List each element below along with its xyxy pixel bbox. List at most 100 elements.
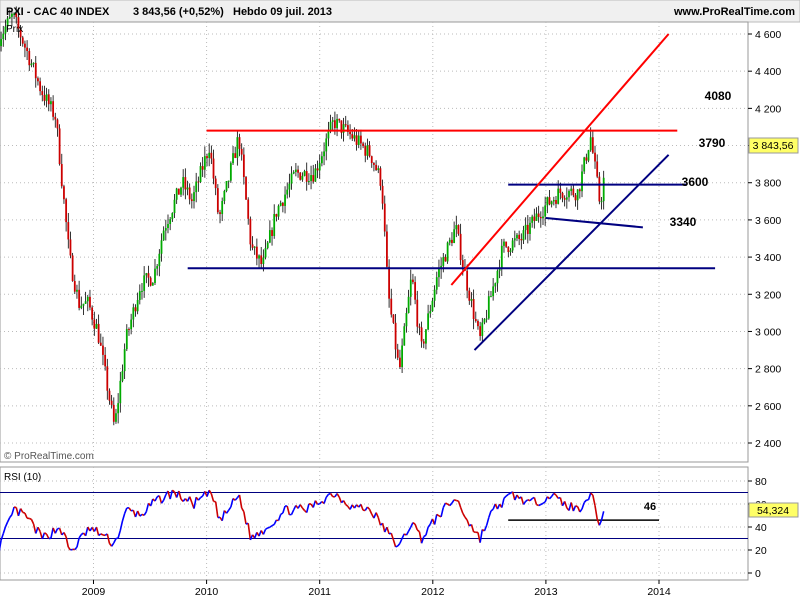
price-candle-body: [143, 275, 146, 291]
rsi-segment: [63, 532, 67, 538]
rsi-segment: [110, 542, 115, 547]
rsi-segment: [32, 523, 37, 534]
price-candle-body: [383, 203, 386, 232]
price-candle-body: [418, 326, 421, 328]
rsi-segment: [600, 511, 605, 521]
price-candle-body: [425, 329, 427, 344]
price-candle-body: [232, 153, 234, 164]
price-candle-body: [516, 234, 518, 239]
price-panel: 4080 3790 3600 3340 2 400 2 600 2 800 3 000 3 2…: [0, 6, 799, 463]
rsi-segment: [581, 502, 585, 510]
rsi-segment: [273, 519, 278, 525]
price-candle-body: [93, 319, 96, 329]
rsi-segment: [401, 533, 405, 539]
price-candle-body: [78, 289, 81, 308]
price-candle-body: [201, 166, 204, 170]
price-candle-body: [526, 224, 529, 234]
price-candle-body: [513, 238, 516, 241]
price-tick-label: 3 200: [755, 289, 781, 301]
rsi-segment: [414, 523, 419, 531]
rsi-segment: [106, 533, 111, 544]
price-candle-body: [197, 181, 200, 183]
rsi-levels: 46: [0, 492, 748, 539]
price-candle-body: [336, 118, 338, 129]
price-candle-body: [507, 246, 510, 253]
price-candle-body: [219, 212, 221, 215]
price-candle-body: [45, 94, 48, 101]
price-candle-body: [542, 216, 544, 219]
rsi-segment: [328, 492, 331, 496]
rsi-segment: [319, 500, 323, 505]
rsi-segment: [501, 498, 505, 508]
price-candle-body: [357, 135, 360, 145]
time-tick-label: 2011: [308, 586, 331, 598]
price-candle-body: [438, 268, 440, 278]
price-candle-body: [565, 197, 568, 200]
price-candle-body: [594, 152, 596, 162]
price-candle-body: [260, 255, 263, 264]
rsi-segment: [579, 508, 583, 513]
price-candle-body: [292, 171, 295, 174]
rsi-segment: [4, 521, 9, 528]
price-candle-body: [206, 156, 208, 159]
rsi-segment: [113, 538, 117, 544]
rsi-segment: [0, 540, 2, 552]
price-candle-body: [188, 187, 191, 200]
price-candle-body: [177, 188, 180, 195]
price-candle-body: [466, 270, 469, 291]
price-trendline: [473, 154, 670, 351]
price-candle-body: [435, 277, 438, 290]
price-candle-body: [95, 323, 98, 329]
price-candle-body: [240, 148, 243, 155]
price-candle-body: [535, 213, 538, 221]
rsi-segment: [117, 530, 122, 539]
rsi-segment: [98, 533, 102, 537]
price-trendline: [450, 33, 670, 286]
price-candle-body: [305, 171, 308, 182]
price-level-label: 3790: [699, 136, 726, 150]
rsi-segment: [503, 495, 507, 499]
price-candle-body: [2, 33, 5, 40]
rsi-line: [0, 489, 605, 552]
rsi-segment: [436, 513, 440, 517]
price-candle-body: [80, 305, 83, 308]
rsi-segment: [280, 512, 284, 516]
price-candle-body: [494, 283, 497, 287]
rsi-segment: [425, 527, 429, 536]
rsi-segment: [30, 519, 35, 525]
price-candle-body: [112, 404, 115, 422]
rsi-segment: [208, 489, 213, 495]
price-candle-body: [310, 175, 312, 182]
price-tick-label: 4 600: [755, 29, 781, 41]
rsi-segment: [95, 527, 100, 536]
rsi-segment: [247, 523, 252, 541]
price-candle-body: [578, 189, 581, 192]
price-candle-body: [43, 95, 46, 101]
price-candle-body: [60, 164, 63, 187]
price-candle-body: [301, 175, 304, 180]
rsi-segment: [162, 494, 167, 501]
rsi-segment: [399, 538, 403, 544]
rsi-segment: [221, 510, 226, 521]
price-candle-body: [173, 199, 176, 214]
price-level-label: 3340: [670, 215, 697, 229]
price-candle-body: [84, 301, 87, 304]
rsi-segment: [575, 505, 578, 508]
rsi-segment: [262, 528, 267, 535]
rsi-segment: [265, 527, 269, 530]
rsi-segment: [462, 512, 466, 518]
time-tick-label: 2010: [195, 586, 219, 598]
price-level-label: 4080: [705, 89, 732, 103]
rsi-segment: [459, 507, 464, 514]
price-candle-body: [531, 216, 534, 223]
price-candle-body: [492, 286, 495, 297]
price-candle-body: [24, 43, 26, 48]
price-candle-body: [52, 101, 55, 117]
rsi-segment: [529, 497, 533, 502]
price-candle-body: [221, 201, 224, 215]
price-tick-label: 3 800: [755, 178, 781, 190]
price-candle-body: [572, 188, 575, 196]
rsi-segment: [145, 503, 150, 513]
price-candle-body: [275, 214, 278, 217]
price-candle-body: [190, 199, 193, 202]
